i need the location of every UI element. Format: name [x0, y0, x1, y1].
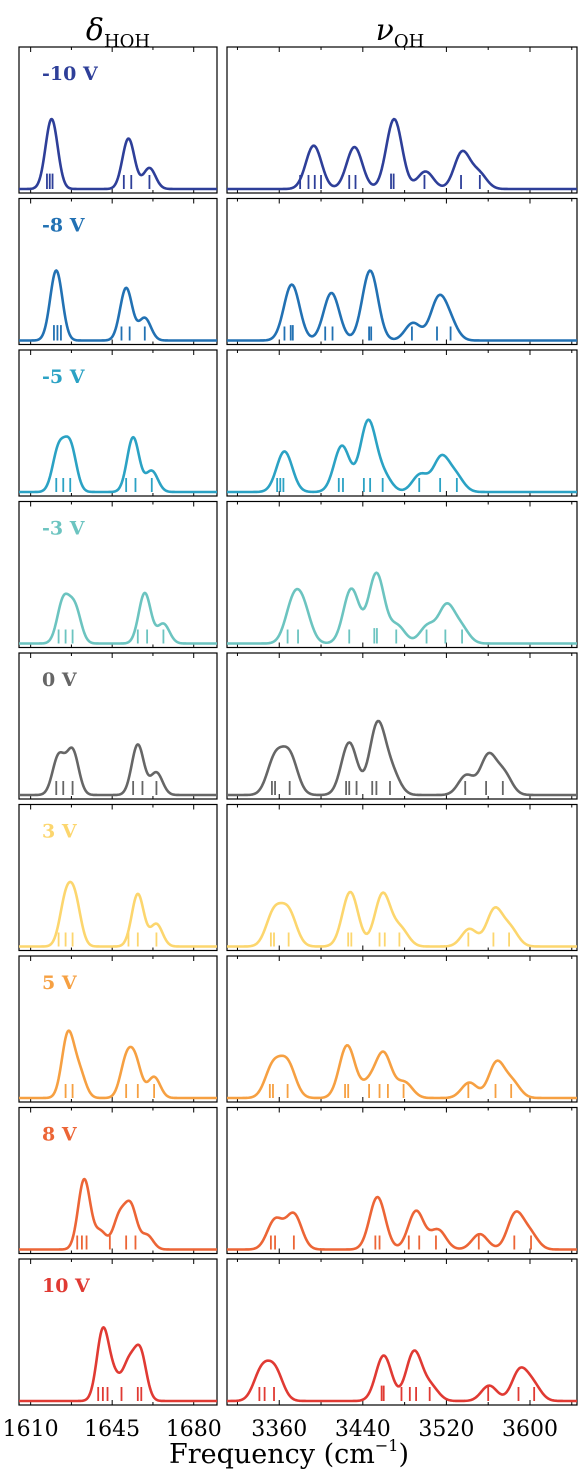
bend-panel-frame [18, 500, 218, 649]
stretch-panel [226, 652, 578, 800]
stretch-spectrum-line [227, 890, 577, 948]
bend-spectrum-line [18, 743, 218, 797]
panel-row-2: -5 V [18, 349, 578, 497]
bend-spectrum-line [18, 1029, 218, 1100]
stretch-spectrum-line [227, 269, 577, 342]
stretch-spectrum-line [227, 117, 577, 191]
bend-panel-frame [18, 652, 218, 800]
bend-panel [18, 1106, 218, 1255]
voltage-label: -5 V [42, 366, 86, 388]
stretch-panel [226, 46, 578, 194]
stretch-spectrum-line [227, 719, 577, 797]
x-tick-label: 3600 [502, 1417, 558, 1442]
bend-panel [18, 803, 218, 952]
stretch-spectrum-line [227, 1349, 577, 1403]
stretch-panel [226, 955, 578, 1103]
panel-row-4: 0 V [18, 652, 578, 800]
stretch-panel-frame [226, 652, 578, 800]
panel-row-0: -10 V [18, 46, 578, 194]
x-axes: 1610 1645 1680 3360 3440 3520 3600 [3, 1417, 558, 1442]
bend-spectrum-line [18, 1177, 218, 1251]
panel-row-1: -8 V [18, 197, 578, 346]
bend-panel [18, 652, 218, 800]
bend-spectrum-line [18, 117, 218, 191]
bend-spectrum-line [18, 435, 218, 494]
bend-panel [18, 500, 218, 649]
stretch-panel [226, 1106, 578, 1255]
stretch-panel-frame [226, 197, 578, 346]
panel-grid: -10 V -8 V -5 V -3 V 0 V 3 V 5 V 8 V 10 V [18, 46, 578, 1406]
stretch-spectrum-line [227, 418, 577, 494]
stretch-panel [226, 500, 578, 649]
bend-spectrum-line [18, 1326, 218, 1403]
bend-panel [18, 955, 218, 1103]
x-tick-label: 3360 [251, 1417, 307, 1442]
bend-spectrum-line [18, 591, 218, 645]
voltage-label: 3 V [42, 821, 78, 843]
voltage-label: 10 V [42, 1275, 91, 1297]
panel-row-8: 10 V [18, 1258, 578, 1406]
bend-panel-frame [18, 197, 218, 346]
stretch-panel-frame [226, 1106, 578, 1255]
x-tick-label: 3520 [418, 1417, 474, 1442]
stretch-panel-frame [226, 955, 578, 1103]
x-tick-label: 3440 [335, 1417, 391, 1442]
panel-row-5: 3 V [18, 803, 578, 952]
bend-panel [18, 197, 218, 346]
bend-spectrum-line [18, 269, 218, 342]
stretch-panel-frame [226, 46, 578, 194]
voltage-label: 0 V [42, 669, 78, 691]
bend-panel-frame [18, 1106, 218, 1255]
bend-panel [18, 46, 218, 194]
voltage-label: -3 V [42, 518, 86, 540]
stretch-spectrum-line [227, 1044, 577, 1100]
bend-spectrum-line [18, 880, 218, 948]
stretch-panel [226, 1258, 578, 1406]
panel-row-6: 5 V [18, 955, 578, 1103]
stretch-panel-frame [226, 803, 578, 952]
stretch-spectrum-line [227, 1195, 577, 1251]
stretch-spectrum-line [227, 571, 577, 645]
x-axis-label: Frequency (cm−1) [169, 1436, 409, 1470]
panel-row-7: 8 V [18, 1106, 578, 1255]
bend-panel-frame [18, 46, 218, 194]
voltage-label: 8 V [42, 1124, 78, 1146]
bend-panel-frame [18, 955, 218, 1103]
bend-panel [18, 349, 218, 497]
bend-panel-frame [18, 1258, 218, 1406]
voltage-label: 5 V [42, 972, 78, 994]
panel-row-3: -3 V [18, 500, 578, 649]
bend-panel-frame [18, 349, 218, 497]
x-tick-label: 1645 [84, 1417, 140, 1442]
stretch-panel [226, 197, 578, 346]
bend-column-title: δHOH [86, 13, 150, 52]
x-tick-label: 1610 [3, 1417, 59, 1442]
bend-panel [18, 1258, 218, 1406]
bend-panel-frame [18, 803, 218, 952]
stretch-panel-frame [226, 1258, 578, 1406]
stretch-panel [226, 803, 578, 952]
stretch-panel-frame [226, 349, 578, 497]
x-tick-label: 1680 [166, 1417, 222, 1442]
stretch-panel-frame [226, 500, 578, 649]
stretch-panel [226, 349, 578, 497]
voltage-label: -8 V [42, 215, 86, 237]
voltage-label: -10 V [42, 63, 99, 85]
stretch-column-title: νOH [376, 13, 425, 52]
